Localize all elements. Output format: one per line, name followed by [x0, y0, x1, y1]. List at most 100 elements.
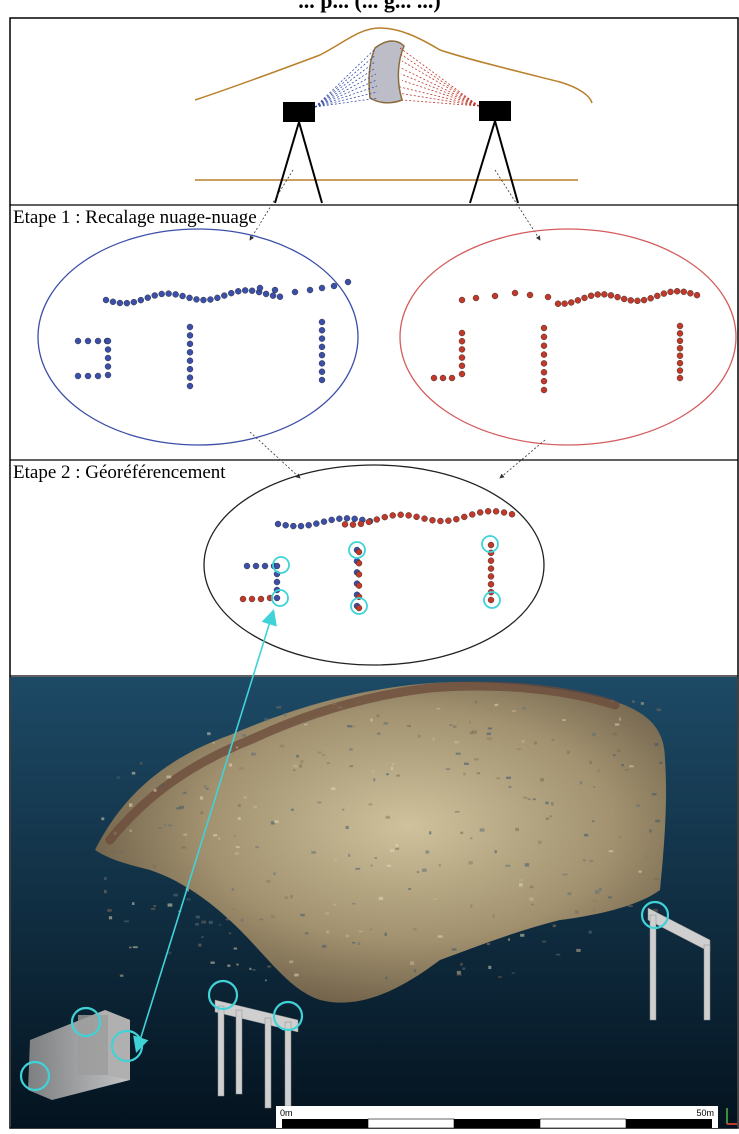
correspondence-arrow	[133, 608, 277, 1054]
link-arrow-right	[494, 169, 541, 241]
blue-point	[179, 292, 186, 300]
blue-point	[186, 357, 194, 364]
rock-speck	[592, 786, 596, 788]
rock-speck	[592, 909, 596, 913]
rock-speck	[232, 908, 235, 911]
rock-speck	[390, 766, 394, 771]
blue-point	[320, 518, 328, 525]
rock-speck	[520, 933, 525, 937]
blue-point	[151, 292, 158, 299]
red-point	[458, 346, 466, 353]
red-point	[627, 297, 635, 304]
rock-speck	[173, 893, 178, 897]
rock-speck	[468, 720, 471, 724]
rock-speck	[532, 798, 536, 801]
red-point	[676, 345, 684, 352]
rock-speck	[291, 808, 294, 811]
scale-segment	[539, 1118, 627, 1129]
rock-speck	[236, 963, 239, 966]
rock-speck	[153, 789, 157, 792]
rock-speck	[225, 918, 231, 921]
blue-point	[158, 290, 165, 298]
red-point	[469, 511, 476, 518]
rock-speck	[653, 908, 658, 912]
rock-speck	[389, 849, 395, 853]
rock-speck	[479, 828, 485, 832]
rock-speck	[207, 732, 211, 736]
rock-speck	[413, 969, 417, 972]
rock-speck	[455, 752, 461, 755]
target-circle	[350, 597, 368, 615]
tripod-icon	[274, 121, 323, 204]
rock-speck	[569, 708, 574, 711]
rock-speck	[234, 852, 239, 855]
rock-speck	[612, 732, 617, 736]
rock-speck	[162, 784, 165, 787]
rock-speck	[468, 861, 473, 865]
rock-speck	[518, 879, 523, 881]
scan-ray	[401, 99, 480, 107]
blue-point	[252, 562, 260, 570]
red-point	[540, 342, 548, 349]
red-point	[448, 374, 456, 382]
rock-speck	[351, 841, 355, 844]
rock-speck	[349, 748, 353, 751]
rock-speck	[432, 737, 436, 741]
target-circle	[272, 556, 290, 574]
rock-speck	[253, 805, 258, 809]
rock-speck	[496, 703, 499, 706]
blue-point	[344, 278, 352, 286]
rock-speck	[273, 820, 279, 824]
rock-speck	[231, 888, 235, 891]
red-point	[491, 292, 499, 300]
rock-speck	[299, 764, 303, 768]
rock-speck	[656, 708, 662, 712]
rock-speck	[370, 864, 373, 867]
rock-speck	[284, 712, 287, 717]
rock-speck	[204, 785, 207, 788]
target-circle	[271, 589, 289, 607]
rock-speck	[592, 732, 596, 737]
rock-speck	[588, 930, 592, 934]
rock-speck	[305, 932, 309, 935]
rock-speck	[460, 962, 463, 966]
rock-speck	[199, 796, 204, 800]
rock-speck	[187, 867, 190, 870]
red-point	[676, 337, 684, 345]
rock-speck	[541, 940, 547, 943]
blue-cloud-ellipse	[37, 228, 359, 446]
rock-speck	[104, 877, 107, 881]
red-point	[405, 512, 412, 519]
rock-speck	[576, 948, 581, 952]
rock-speck	[331, 787, 336, 790]
rock-speck	[511, 972, 516, 974]
red-point	[676, 367, 684, 374]
axis-gizmo-icon	[726, 1108, 737, 1125]
rock-speck	[370, 718, 373, 722]
rock-speck	[368, 803, 373, 806]
rock-speck	[416, 871, 420, 874]
rock-speck	[252, 968, 256, 971]
blue-point	[291, 288, 299, 296]
scan-ray	[400, 54, 480, 107]
rock-speck	[132, 902, 135, 906]
rock-speck	[449, 724, 453, 726]
blue-point	[297, 522, 305, 530]
rock-speck	[332, 702, 337, 705]
rock-speck	[549, 815, 552, 818]
rock-speck	[279, 744, 285, 748]
blue-point	[186, 382, 194, 390]
rock-speck	[332, 903, 337, 906]
red-point	[437, 517, 444, 525]
rock-speck	[271, 954, 275, 957]
rock-speck	[409, 961, 415, 965]
rock-speck	[523, 796, 528, 799]
red-point	[640, 296, 648, 304]
rock-speck	[210, 961, 215, 964]
red-point	[654, 292, 661, 300]
blue-point	[74, 372, 82, 380]
terrain-profile	[194, 27, 593, 104]
rock-speck	[654, 742, 659, 747]
red-point	[413, 513, 420, 521]
rock-speck	[454, 740, 459, 744]
